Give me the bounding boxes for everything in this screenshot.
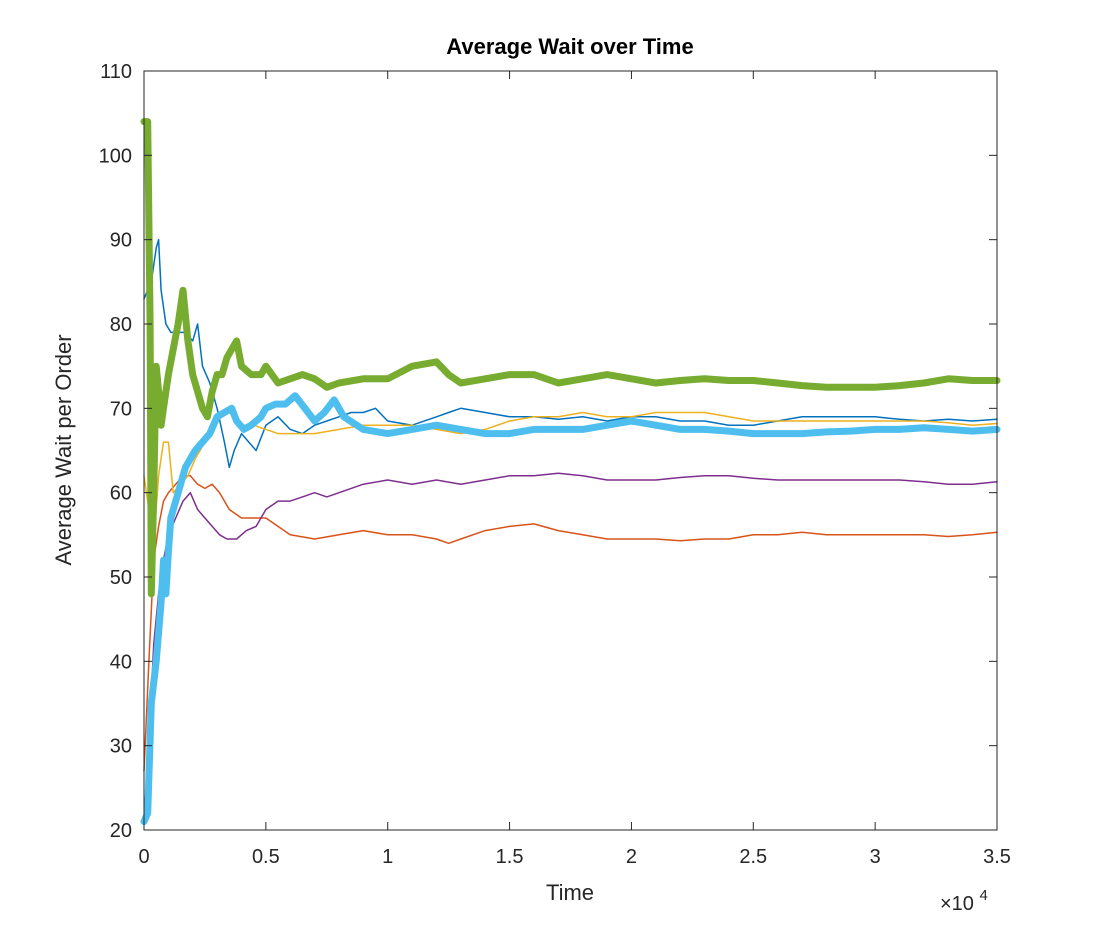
x-axis-multiplier-base: ×10 [940,893,974,915]
x-axis-multiplier-exponent: 4 [980,887,988,904]
x-tick-label: 0.5 [252,846,280,868]
x-tick-label: 1 [382,846,393,868]
y-tick-label: 30 [110,736,132,758]
series-line-2 [143,475,998,772]
y-tick-label: 50 [110,567,132,589]
plot-area-frame [143,70,998,831]
y-tick-label: 40 [110,651,132,673]
y-tick-label: 100 [99,145,132,167]
x-tick-label: 0 [138,846,149,868]
series-layer [140,118,1001,826]
y-tick-label: 80 [110,314,132,336]
y-tick-label: 70 [110,398,132,420]
chart-title: Average Wait over Time [446,34,693,59]
plot-area-background [144,71,997,830]
series-line-6 [140,392,1001,826]
x-tick-label: 3 [870,846,881,868]
y-tick-label: 110 [100,61,132,83]
x-tick-label: 3.5 [983,846,1011,868]
x-axis-multiplier: ×10 4 [940,887,988,915]
x-tick-label: 2 [626,846,637,868]
x-axis: 0 0.5 1 1.5 2 2.5 3 3.5 [138,71,1011,868]
y-tick-label: 60 [110,483,132,505]
y-tick-label: 20 [110,820,132,842]
y-axis: 20 30 40 50 60 70 80 90 100 110 [99,61,997,842]
x-tick-label: 1.5 [496,846,524,868]
series-line-4 [143,472,998,823]
x-axis-label: Time [546,880,594,905]
y-axis-label: Average Wait per Order [51,334,76,565]
x-tick-label: 2.5 [739,846,767,868]
series-line-5 [140,118,1001,598]
y-tick-label: 90 [110,230,132,252]
series-line-1 [143,238,998,469]
